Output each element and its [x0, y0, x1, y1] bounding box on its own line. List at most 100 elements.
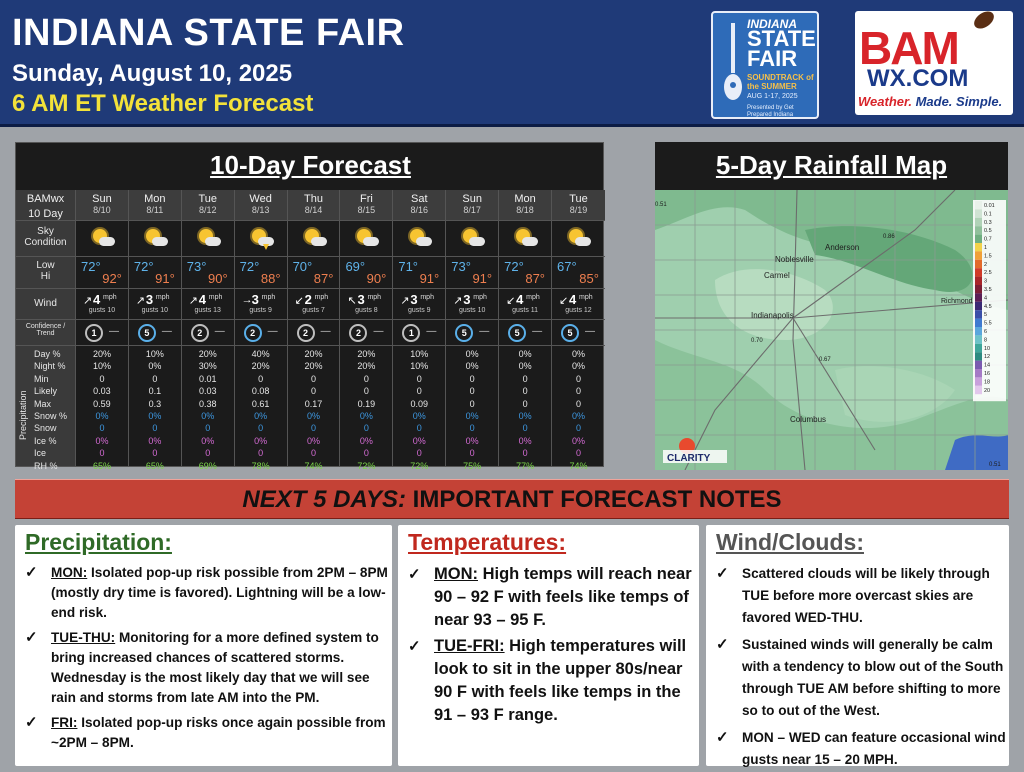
high-temp: 90° [208, 271, 228, 286]
trend-cell: 1— [393, 320, 447, 345]
wind-unit: mph [261, 294, 276, 301]
map-value: 0.51 [655, 202, 667, 208]
low-temp: 73° [186, 259, 207, 274]
precip-value: 20% [304, 349, 323, 359]
precip-value: 0% [571, 349, 585, 359]
confidence-badge: 1 [85, 324, 103, 342]
legend-swatch [975, 301, 982, 311]
wind-direction-icon: ↗ [188, 295, 198, 307]
note-item: ✓ Sustained winds will generally be calm … [714, 634, 1009, 722]
legend-label: 14 [984, 363, 990, 369]
precip-value: 0 [205, 423, 211, 434]
trend-dash-icon: — [214, 326, 225, 337]
wind-gusts: gusts 10 [141, 307, 169, 314]
confidence-badge: 1 [402, 324, 421, 342]
precip-value: 20% [357, 361, 376, 372]
precip-value: 0.01 [198, 373, 217, 384]
precip-value: 0 [522, 398, 528, 409]
wind-speed: 3 [145, 292, 154, 307]
wind-clouds-notes-card: Wind/Clouds: ✓ Scattered clouds will be l… [706, 525, 1009, 767]
precip-value: 0.61 [251, 398, 270, 409]
precip-value: 0 [152, 448, 158, 459]
sky-cell [552, 221, 605, 256]
wind-speed: 3 [463, 292, 471, 307]
checkmark-icon: ✓ [25, 629, 38, 646]
trend-cell: 2— [340, 320, 394, 345]
note-lead: TUE-THU: [51, 630, 116, 645]
legend-label: 5 [984, 312, 987, 318]
map-value: 0.51 [989, 462, 1001, 468]
precip-value: 0% [571, 361, 585, 372]
cloud-icon [99, 237, 115, 246]
wind-row: Wind ↗ 4 mph gusts 10 ↗ 3 mph gusts 10 ↗ 4 mph gusts… [16, 289, 605, 320]
precip-cell: 10% 10% 0 0 0.09 0% 0 0% 0 72% [393, 346, 447, 471]
sky-row: Sky Condition [16, 221, 605, 257]
temp-cell: 72° 91° [129, 257, 182, 288]
high-temp: 87° [525, 271, 546, 286]
precip-value: 0 [469, 386, 475, 397]
precip-value: 0 [258, 448, 264, 459]
precip-value: 0 [363, 448, 369, 459]
wind-direction-icon: ↗ [83, 295, 93, 307]
trend-cell: 1— [76, 320, 129, 345]
precip-value: 0 [469, 448, 475, 459]
rainfall-map: Anderson Noblesville Carmel Indianapolis… [655, 190, 1008, 470]
map-value: 0.67 [819, 357, 831, 363]
precip-value: 0 [311, 386, 317, 397]
wind-direction-icon: ↗ [135, 295, 146, 307]
temperatures-list: ✓ MON: High temps will reach near 90 – 92… [406, 563, 699, 730]
high-temp: 90° [366, 271, 387, 286]
day-header-row: BAMwx 10 Day Sun 8/10 Mon 8/11 Tue 8/12 Wed 8/13 T… [16, 190, 605, 221]
precip-value: 20% [198, 349, 217, 359]
note-item: ✓ TUE-FRI: High temperatures will look to… [406, 635, 699, 727]
wind-direction-icon: → [241, 294, 253, 306]
day-date: 8/12 [198, 205, 217, 215]
legend-label: 18 [984, 379, 990, 385]
precip-value: 0% [148, 410, 162, 421]
precip-value: 0 [311, 373, 317, 384]
wind-unit: mph [314, 294, 329, 301]
precip-cell: 20% 10% 0 0.03 0.59 0% 0 0% 0 65% [76, 346, 129, 471]
note-item: ✓ Scattered clouds will be likely through… [714, 563, 1009, 629]
cloud-icon [522, 237, 539, 246]
legend-swatch [975, 352, 982, 361]
trend-dash-icon: — [585, 326, 596, 337]
precip-value: 0% [465, 361, 479, 372]
legend-label: 8 [984, 337, 987, 343]
wind-gusts: gusts 10 [458, 307, 486, 314]
legend-label: 0.5 [984, 228, 992, 234]
map-panel-title: 5-Day Rainfall Map [715, 150, 948, 180]
precip-value: 0 [363, 373, 369, 384]
precip-value: 0 [311, 448, 317, 459]
trend-dash-icon: — [109, 326, 119, 337]
sky-cell [393, 221, 447, 256]
legend-swatch [975, 201, 982, 210]
low-temp: 73° [451, 259, 471, 274]
legend-swatch [975, 335, 982, 344]
wind-direction-icon: ↖ [347, 295, 357, 307]
partly-sunny-icon [460, 228, 486, 250]
bam-tagline-red: Weather. [858, 94, 912, 109]
precip-value: 74% [304, 460, 323, 471]
checkmark-icon: ✓ [25, 714, 38, 731]
wind-unit: mph [155, 294, 170, 301]
legend-label: 2 [984, 262, 987, 268]
day-date: 8/15 [357, 205, 376, 215]
note-lead: MON: [434, 565, 478, 583]
sky-cell [76, 221, 129, 256]
precip-value: 0% [465, 435, 479, 446]
trend-label-1: Confidence / [25, 323, 66, 330]
precip-value: 0 [575, 386, 581, 397]
legend-label: 0.1 [984, 211, 992, 217]
precip-value: 0 [152, 423, 158, 434]
legend-label: 1.5 [984, 253, 992, 259]
precip-value: 72% [410, 460, 429, 471]
wind-cell: ↗ 3 mph gusts 10 [446, 289, 500, 319]
county-borders [655, 190, 1008, 470]
wind-clouds-title: Wind/Clouds: [716, 529, 864, 555]
legend-swatch [975, 243, 982, 252]
confidence-badge: 2 [349, 324, 368, 342]
low-temp: 71° [398, 259, 419, 274]
cloud-icon [257, 237, 274, 246]
precip-labels: Precipitation Day % Night % Min Likely Max Sno… [16, 346, 76, 471]
